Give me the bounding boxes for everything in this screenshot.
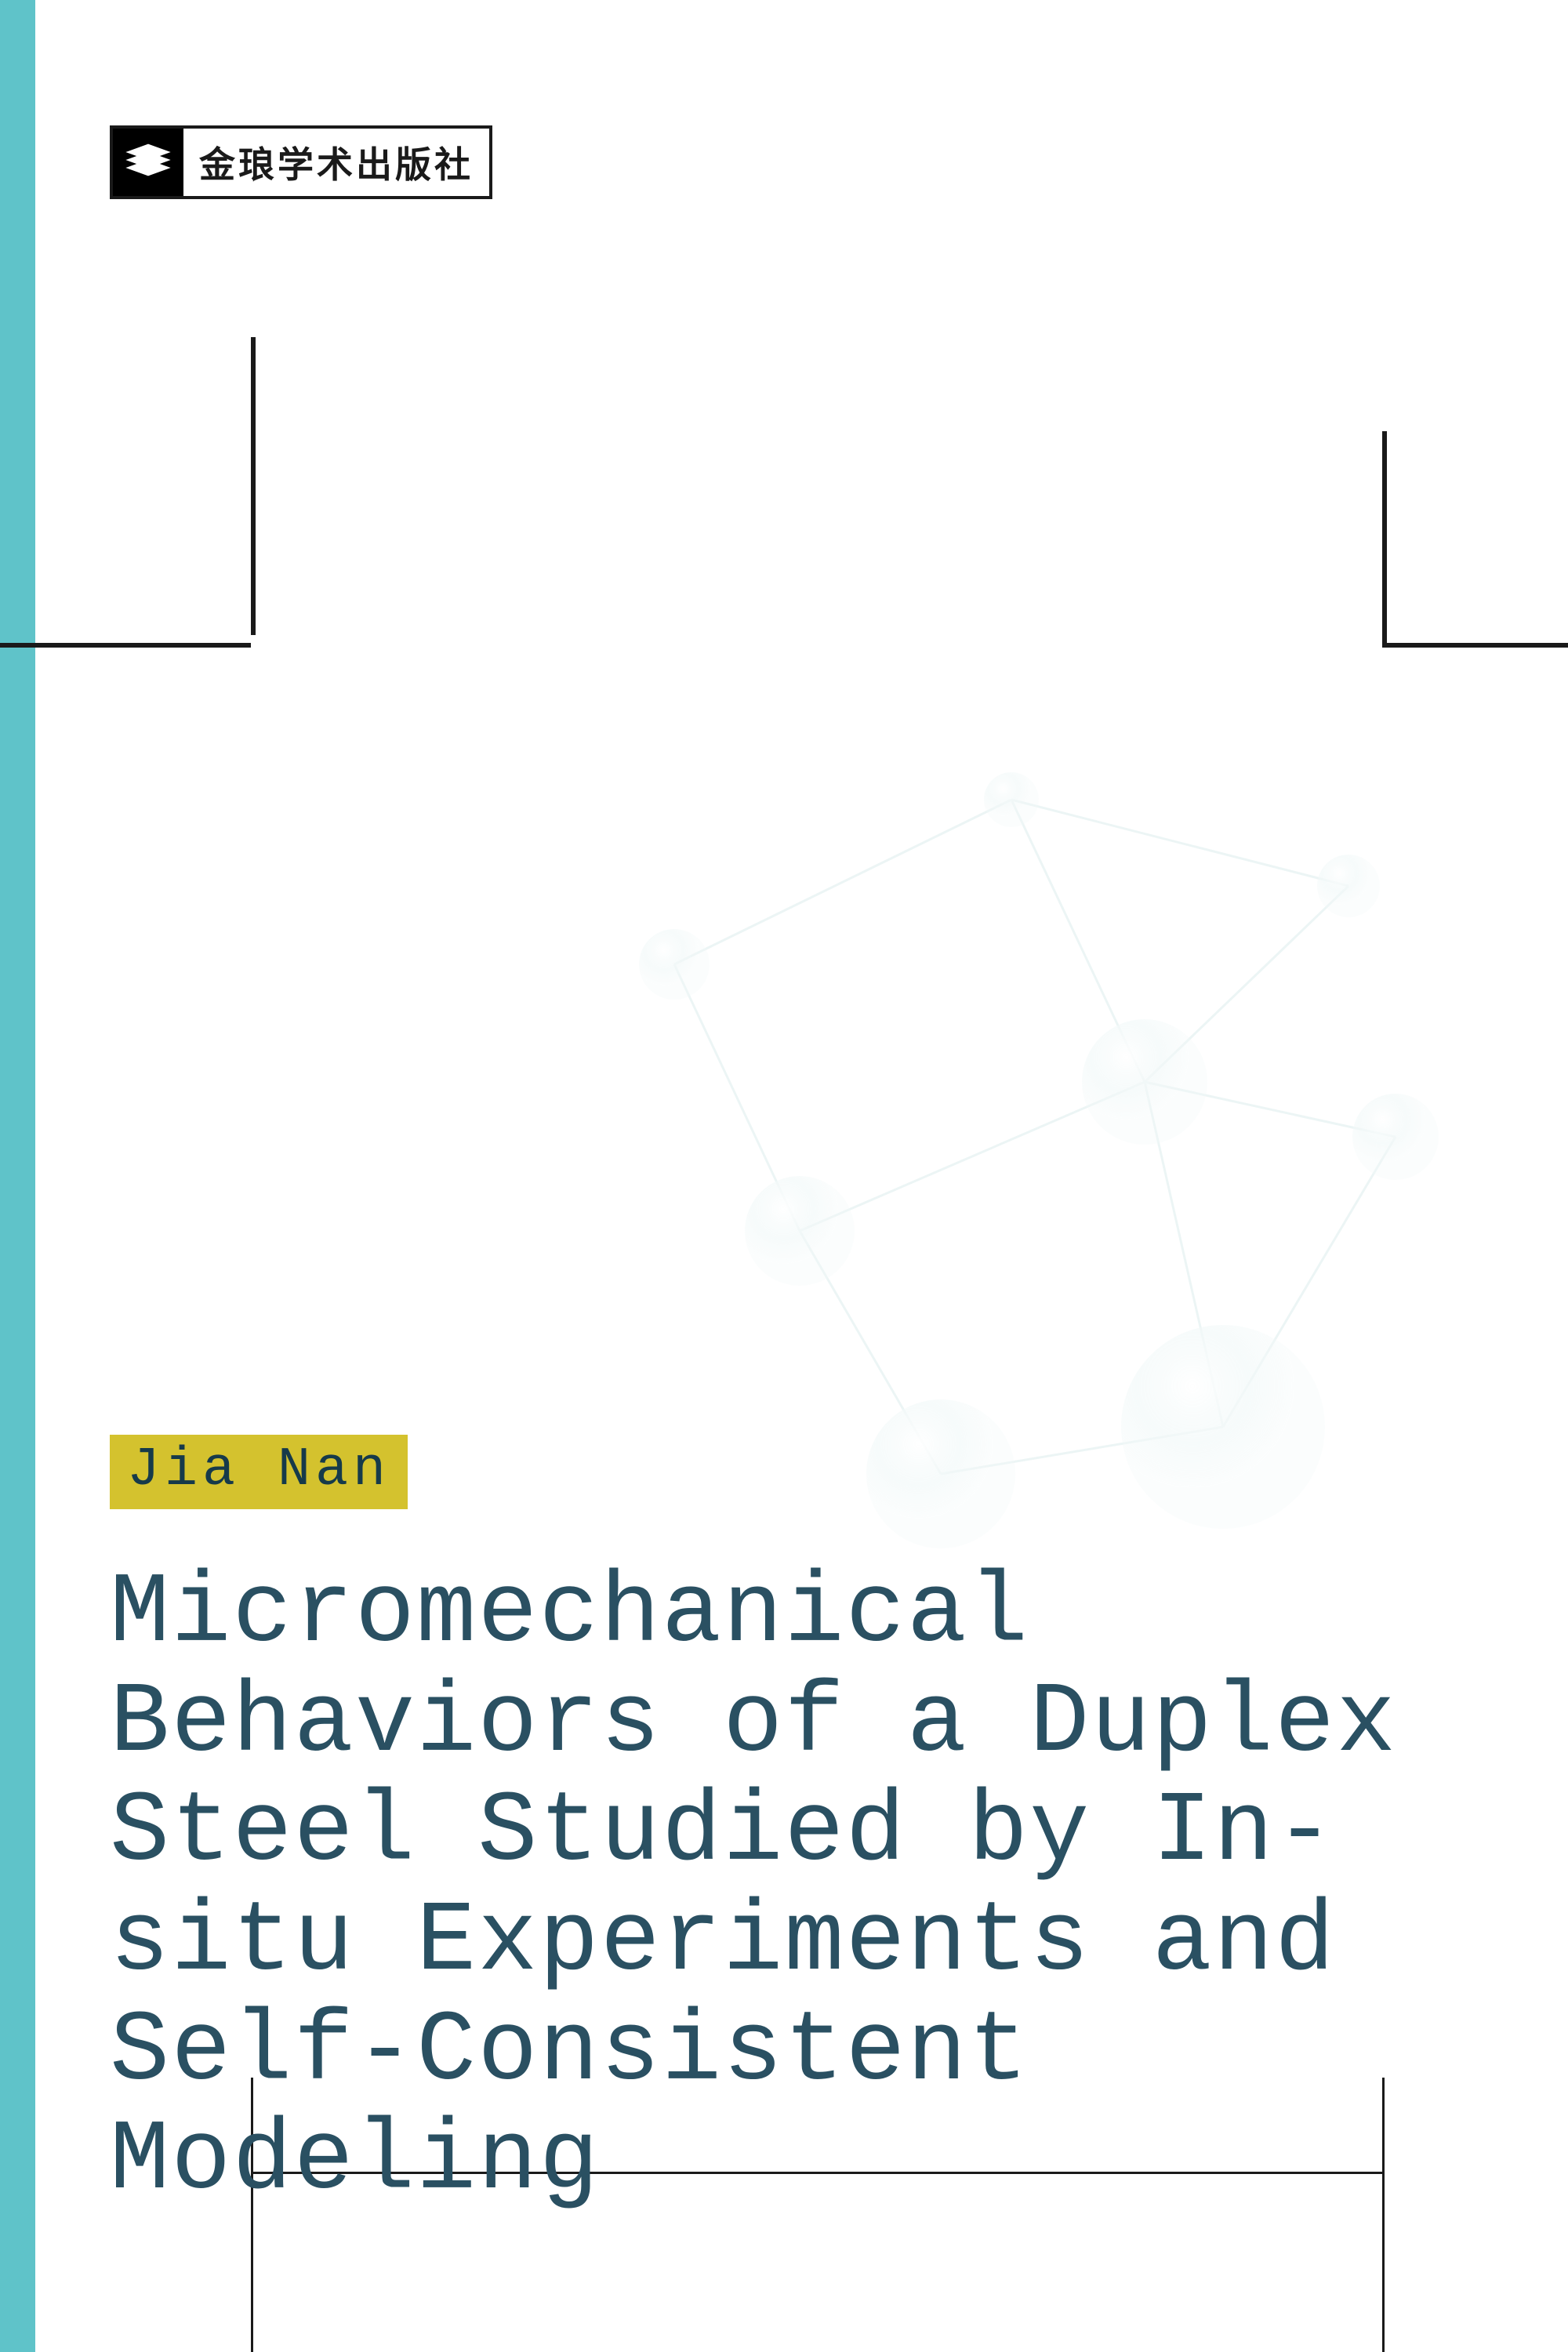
publisher-name: 金琅学术出版社: [199, 136, 474, 188]
publisher-text-box: 金琅学术出版社: [183, 129, 489, 196]
author-highlight-box: Jia Nan: [110, 1435, 408, 1509]
left-stripe: [0, 0, 35, 2352]
title-text: Micromechanical Behaviors of a Duplex St…: [110, 1560, 1537, 2217]
decorative-line: [0, 643, 251, 648]
publisher-badge: 金琅学术出版社: [110, 125, 492, 199]
decorative-line: [251, 337, 256, 635]
molecule-graphic: [470, 706, 1568, 1646]
decorative-line: [1382, 431, 1387, 643]
book-title: Micromechanical Behaviors of a Duplex St…: [110, 1560, 1537, 2217]
book-stack-icon: [113, 129, 183, 191]
decorative-line: [1382, 643, 1568, 648]
author-name: Jia Nan: [127, 1439, 390, 1501]
